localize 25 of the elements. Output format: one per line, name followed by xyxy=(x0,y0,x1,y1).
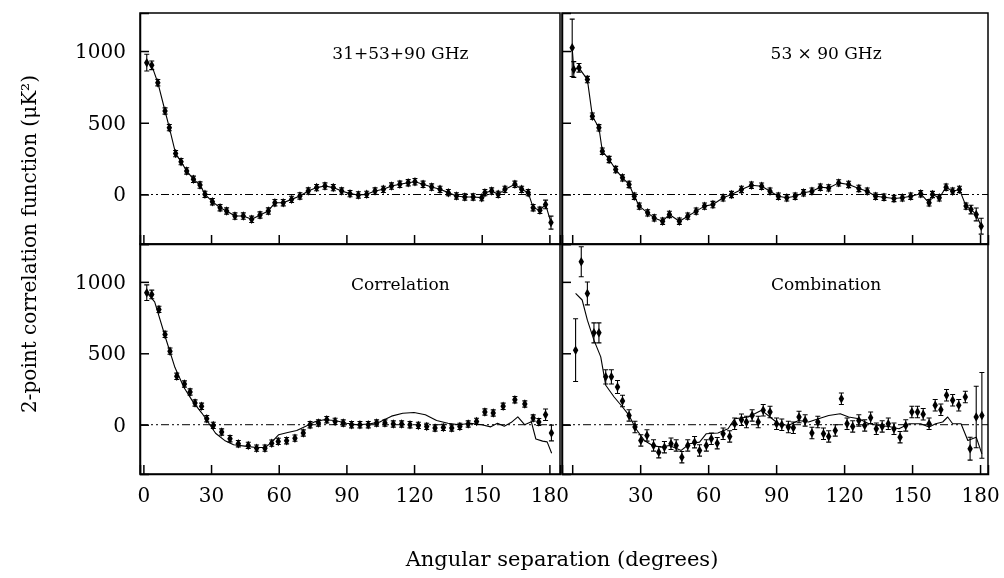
text: Combination xyxy=(771,274,882,294)
x-tick-label: 150 xyxy=(893,483,932,508)
x-tick-label: 90 xyxy=(334,483,360,508)
text: 53 × 90 GHz xyxy=(770,43,882,63)
y-tick-label: 500 xyxy=(87,110,126,135)
x-tick-label: 0 xyxy=(137,483,151,508)
y-tick-label: 1000 xyxy=(75,38,126,63)
y-tick-label: 0 xyxy=(113,182,126,207)
x-tick-label: 180 xyxy=(961,483,1000,508)
x-tick-label: 120 xyxy=(395,483,434,508)
x-tick-label: 150 xyxy=(463,483,502,508)
y-tick-label: 0 xyxy=(113,412,126,437)
x-tick-label: 90 xyxy=(763,483,790,508)
x-tick-label: 60 xyxy=(695,483,722,508)
x-tick-label: 30 xyxy=(198,483,225,508)
text: 31+53+90 GHz xyxy=(332,43,469,63)
x-tick-label: 60 xyxy=(266,483,292,508)
y-tick-label: 1000 xyxy=(75,269,126,294)
y-tick-label: 500 xyxy=(87,341,126,366)
y-axis-title: 2-point correlation function (μK²) xyxy=(17,75,41,413)
x-axis-title: Angular separation (degrees) xyxy=(404,547,719,571)
x-tick-label: 120 xyxy=(825,483,864,508)
x-tick-label: 180 xyxy=(530,483,569,508)
text: Correlation xyxy=(351,274,450,294)
x-tick-label: 30 xyxy=(627,483,654,508)
